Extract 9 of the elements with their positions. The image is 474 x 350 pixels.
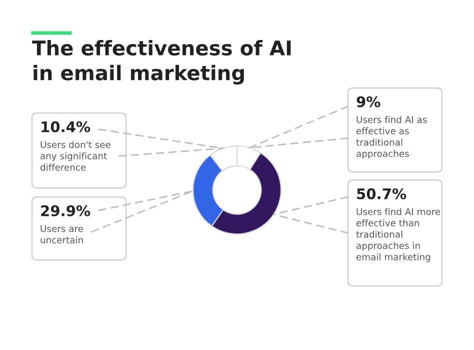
data-label: 9%	[356, 96, 380, 108]
data-label: 50.7%	[357, 188, 406, 200]
data-label: 10.4%	[42, 121, 90, 132]
slice-label: Users are uncertain	[40, 225, 83, 244]
slice-label: Users find AI as effective as traditional approaches	[356, 116, 427, 159]
slice-label: Users don't see any significant difference	[40, 141, 110, 171]
data-label: 29.9%	[41, 205, 90, 216]
chart-title: The effectiveness of AI in email marketing	[32, 40, 291, 84]
slice-label: Users find AI more effective than traditional approaches in email marketing	[356, 208, 440, 262]
